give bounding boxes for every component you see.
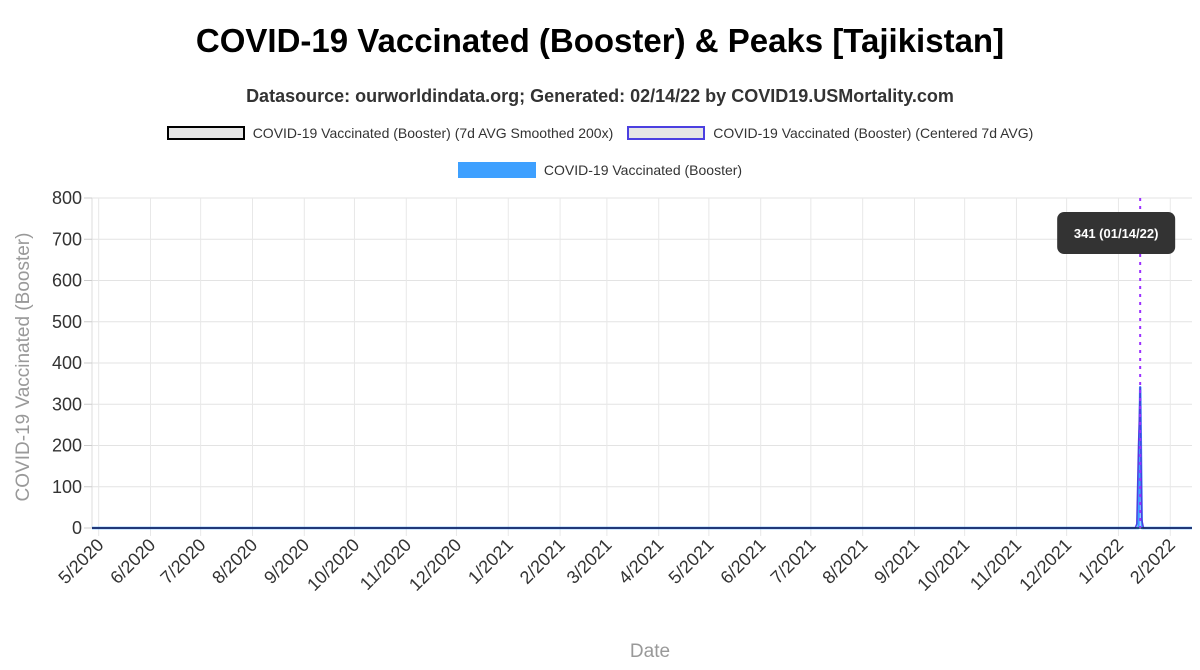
x-tick-label: 12/2021 — [1015, 535, 1075, 595]
legend-row-1: COVID-19 Vaccinated (Booster) (7d AVG Sm… — [0, 125, 1200, 141]
y-tick-label: 0 — [72, 518, 82, 538]
y-tick-label: 400 — [52, 353, 82, 373]
y-tick-label: 200 — [52, 436, 82, 456]
legend-item-centered[interactable]: COVID-19 Vaccinated (Booster) (Centered … — [627, 125, 1033, 141]
x-tick-label: 11/2021 — [966, 535, 1025, 594]
x-tick-label: 6/2020 — [106, 535, 159, 588]
x-tick-label: 7/2021 — [767, 535, 820, 588]
x-tick-label: 10/2020 — [303, 535, 363, 595]
legend-item-raw[interactable]: COVID-19 Vaccinated (Booster) — [457, 162, 743, 178]
peak-tooltip-label: 341 (01/14/22) — [1074, 226, 1159, 241]
x-tick-label: 1/2022 — [1074, 535, 1127, 588]
y-tick-label: 800 — [52, 188, 82, 208]
x-tick-label: 8/2020 — [208, 535, 261, 588]
x-axis-ticks: 5/20206/20207/20208/20209/202010/202011/… — [54, 535, 1179, 595]
legend-swatch-smoothed — [166, 126, 245, 140]
y-tick-label: 300 — [52, 394, 82, 414]
x-tick-label: 8/2021 — [818, 535, 871, 588]
legend-label-smoothed: COVID-19 Vaccinated (Booster) (7d AVG Sm… — [252, 125, 614, 141]
x-tick-label: 5/2020 — [54, 535, 107, 588]
legend-label-raw: COVID-19 Vaccinated (Booster) — [543, 162, 743, 178]
peak-tooltip-box — [1057, 212, 1176, 254]
y-tick-label: 100 — [52, 477, 82, 497]
series-line-1 — [92, 386, 1192, 529]
x-axis-title: Date — [630, 641, 670, 662]
legend-swatch-raw — [457, 162, 536, 178]
legend-swatch-centered — [627, 126, 706, 140]
chart-subtitle: Datasource: ourworldindata.org; Generate… — [246, 86, 954, 106]
series-lines — [92, 386, 1192, 530]
y-tick-label: 500 — [52, 312, 82, 332]
y-axis-ticks: 0 100 200 300 400 500 600 700 800 — [52, 188, 92, 538]
x-tick-label: 6/2021 — [716, 535, 769, 588]
x-tick-label: 4/2021 — [614, 535, 667, 588]
x-tick-label: 5/2021 — [665, 535, 718, 588]
x-tick-label: 2/2022 — [1126, 535, 1179, 588]
grid-lines — [91, 197, 1192, 536]
peak-annotation: 341 (01/14/22) — [1057, 198, 1176, 528]
x-tick-label: 1/2021 — [464, 535, 517, 588]
y-tick-label: 600 — [52, 271, 82, 291]
legend-item-smoothed[interactable]: COVID-19 Vaccinated (Booster) (7d AVG Sm… — [166, 125, 614, 141]
legend-label-centered: COVID-19 Vaccinated (Booster) (Centered … — [713, 125, 1034, 141]
x-tick-label: 10/2021 — [913, 535, 973, 595]
y-axis-title: COVID-19 Vaccinated (Booster) — [13, 233, 34, 502]
x-tick-label: 2/2021 — [516, 535, 569, 588]
x-tick-label: 3/2021 — [563, 535, 616, 588]
legend-row-2: COVID-19 Vaccinated (Booster) — [0, 162, 1200, 178]
x-tick-label: 12/2020 — [405, 535, 465, 595]
x-tick-label: 11/2020 — [356, 535, 415, 594]
series-line-0 — [92, 386, 1192, 530]
x-tick-label: 7/2020 — [156, 535, 209, 588]
y-tick-label: 700 — [52, 229, 82, 249]
chart-title: COVID-19 Vaccinated (Booster) & Peaks [T… — [195, 22, 1005, 59]
